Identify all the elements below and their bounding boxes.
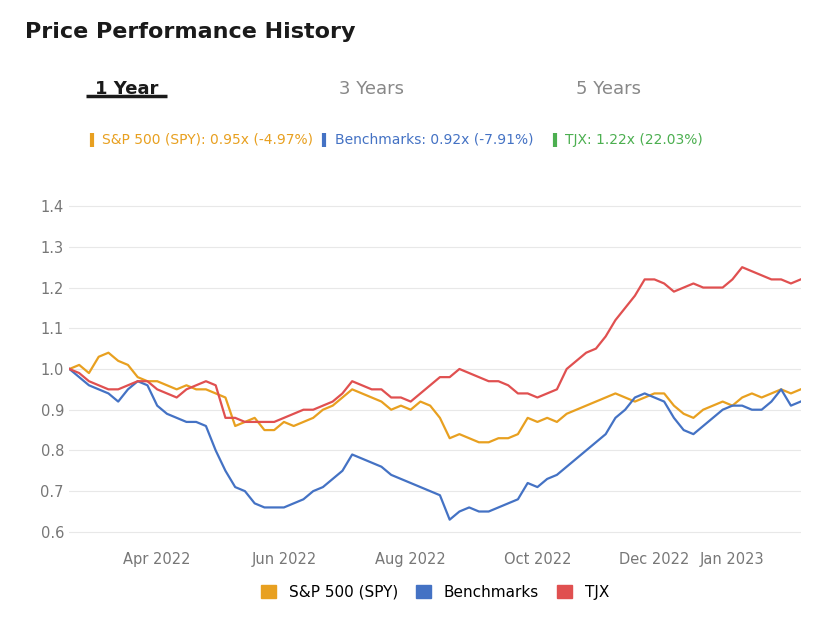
Text: 3 Years: 3 Years bbox=[339, 80, 404, 98]
Text: Benchmarks: 0.92x (-7.91%): Benchmarks: 0.92x (-7.91%) bbox=[335, 133, 534, 147]
Text: 5 Years: 5 Years bbox=[576, 80, 641, 98]
Text: Price Performance History: Price Performance History bbox=[25, 22, 355, 42]
Legend: S&P 500 (SPY), Benchmarks, TJX: S&P 500 (SPY), Benchmarks, TJX bbox=[257, 580, 614, 604]
Text: S&P 500 (SPY): 0.95x (-4.97%): S&P 500 (SPY): 0.95x (-4.97%) bbox=[102, 133, 313, 147]
Text: 1 Year: 1 Year bbox=[95, 80, 158, 98]
Text: TJX: 1.22x (22.03%): TJX: 1.22x (22.03%) bbox=[565, 133, 703, 147]
